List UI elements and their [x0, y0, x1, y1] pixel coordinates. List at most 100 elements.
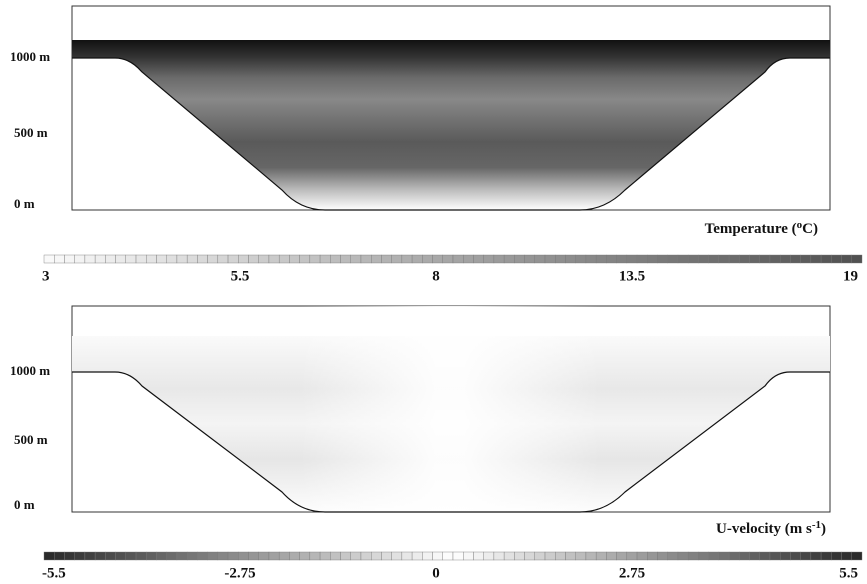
colorbar-cell — [341, 255, 351, 263]
colorbar-cell — [341, 552, 351, 560]
colorbar-cell — [330, 552, 340, 560]
colorbar-cell — [535, 552, 545, 560]
colorbar-cell — [484, 552, 494, 560]
colorbar-cell — [361, 255, 371, 263]
colorbar-cell — [750, 552, 760, 560]
colorbar-cell — [555, 552, 565, 560]
colorbar-cell — [555, 255, 565, 263]
colorbar-cell — [463, 552, 473, 560]
colorbar-cell — [105, 552, 115, 560]
colorbar-cell — [821, 552, 831, 560]
colorbar-cell — [136, 255, 146, 263]
colorbar-cell — [627, 552, 637, 560]
title-part: C) — [802, 221, 818, 237]
colorbar-cell — [688, 255, 698, 263]
colorbar-cell — [269, 255, 279, 263]
colorbar-cell — [647, 552, 657, 560]
colorbar-cell — [126, 552, 136, 560]
colorbar-cell — [760, 552, 770, 560]
colorbar-cell — [535, 255, 545, 263]
colorbar-cell — [310, 255, 320, 263]
colorbar-cell — [136, 552, 146, 560]
colorbar-cell — [504, 552, 514, 560]
colorbar-cell — [412, 552, 422, 560]
colorbar-cell — [279, 552, 289, 560]
colorbar-tick-label: 13.5 — [619, 268, 645, 284]
colorbar-cell — [698, 552, 708, 560]
colorbar-tick-label: 5.5 — [839, 565, 858, 581]
colorbar-cell — [811, 255, 821, 263]
colorbar-cell — [402, 552, 412, 560]
colorbar-tick-label: 19 — [843, 268, 858, 284]
colorbar-cell — [381, 552, 391, 560]
colorbar-cell — [760, 255, 770, 263]
colorbar-cell — [729, 255, 739, 263]
colorbar-cell — [770, 255, 780, 263]
colorbar-cell — [330, 255, 340, 263]
colorbar-cell — [392, 552, 402, 560]
colorbar-cell — [647, 255, 657, 263]
colorbar-cell — [54, 255, 64, 263]
colorbar-cell — [637, 255, 647, 263]
colorbar-cell — [842, 255, 852, 263]
colorbar-cell — [208, 255, 218, 263]
colorbar-cell — [289, 552, 299, 560]
colorbar-cell — [842, 552, 852, 560]
colorbar-cell — [300, 255, 310, 263]
colorbar-cell — [658, 255, 668, 263]
colorbar-cell — [658, 552, 668, 560]
colorbar-cell — [463, 255, 473, 263]
colorbar-cell — [453, 255, 463, 263]
colorbar-cell — [177, 552, 187, 560]
colorbar-cell — [85, 255, 95, 263]
colorbar-cell — [586, 255, 596, 263]
colorbar-cell — [75, 552, 85, 560]
colorbar-cell — [504, 255, 514, 263]
colorbar-cell — [678, 255, 688, 263]
colorbar-cell — [565, 552, 575, 560]
colorbar-cell — [525, 255, 535, 263]
colorbar-cell — [392, 255, 402, 263]
colorbar-cell — [412, 255, 422, 263]
colorbar-cell — [494, 255, 504, 263]
colorbar-cell — [259, 552, 269, 560]
figure: 1000 m 500 m 0 m Temperature (oC) 35.581… — [0, 0, 867, 584]
colorbar-cell — [596, 255, 606, 263]
colorbar-cell — [64, 255, 74, 263]
colorbar-cell — [790, 552, 800, 560]
colorbar-tick-label: -5.5 — [42, 565, 66, 581]
colorbar-cell — [443, 255, 453, 263]
colorbar-cell — [729, 552, 739, 560]
colorbar-cell — [831, 552, 841, 560]
colorbar-cell — [586, 552, 596, 560]
y-label: 0 m — [14, 497, 35, 512]
colorbar-tick-label: 8 — [432, 268, 440, 284]
colorbar-cell — [228, 255, 238, 263]
colorbar-cell — [44, 255, 54, 263]
velocity-panel: 1000 m 500 m 0 m U-velocity (m s-1) — [10, 306, 830, 537]
colorbar-cell — [473, 255, 483, 263]
y-label: 0 m — [14, 196, 35, 211]
colorbar-cell — [514, 552, 524, 560]
colorbar-cell — [790, 255, 800, 263]
colorbar-cell — [156, 255, 166, 263]
colorbar-cell — [627, 255, 637, 263]
colorbar-cell — [167, 255, 177, 263]
colorbar-cell — [525, 552, 535, 560]
colorbar-cell — [443, 552, 453, 560]
colorbar-cell — [75, 255, 85, 263]
colorbar-tick-label: 3 — [42, 268, 50, 284]
colorbar-cell — [678, 552, 688, 560]
colorbar-cell — [320, 255, 330, 263]
colorbar-cell — [85, 552, 95, 560]
colorbar-cell — [514, 255, 524, 263]
colorbar-cell — [402, 255, 412, 263]
y-label: 1000 m — [10, 49, 50, 64]
colorbar-cell — [126, 255, 136, 263]
colorbar-cell — [750, 255, 760, 263]
colorbar-cell — [668, 552, 678, 560]
colorbar-cell — [238, 552, 248, 560]
y-label: 1000 m — [10, 363, 50, 378]
